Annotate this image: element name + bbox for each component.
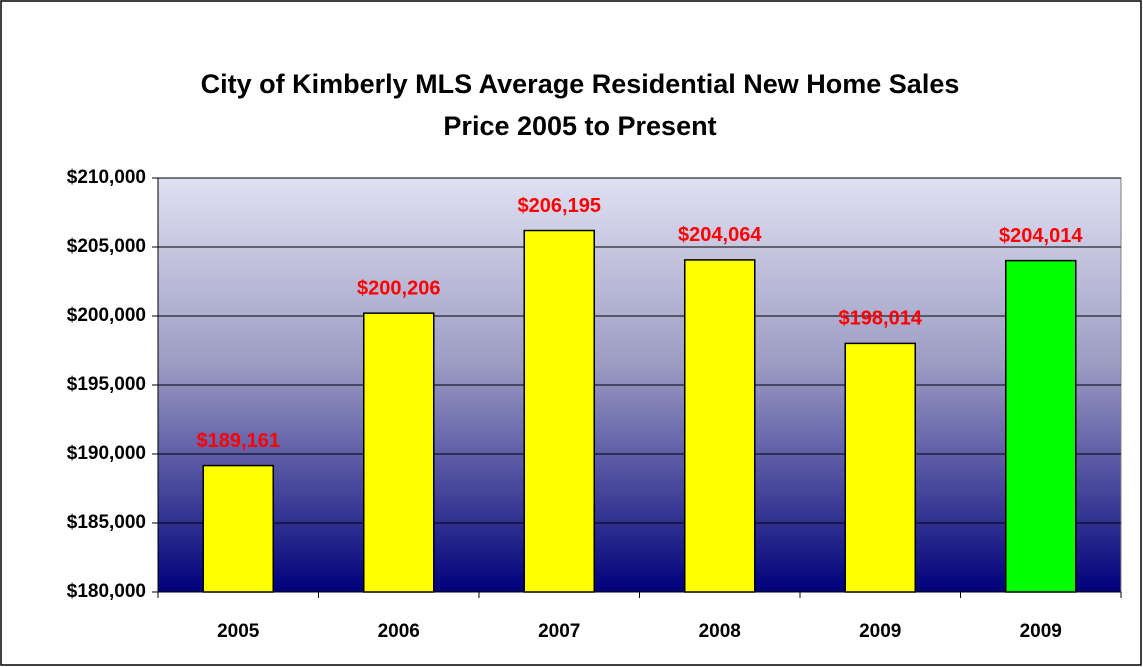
bar [1005,259,1077,593]
bar [684,259,756,593]
data-label: $198,014 [839,308,923,330]
y-tick-label: $185,000 [67,512,146,533]
chart-title: City of Kimberly MLS Average Residential… [201,69,960,99]
x-tick-label: 2008 [699,621,741,642]
bar [363,312,435,593]
y-tick-label: $180,000 [67,581,146,602]
x-tick-label: 2007 [538,621,580,642]
bar [202,464,274,593]
y-tick-label: $200,000 [67,305,146,326]
x-tick-label: 2006 [378,621,420,642]
y-tick-label: $205,000 [67,236,146,257]
chart-title: Price 2005 to Present [443,111,716,141]
data-label: $206,195 [518,195,601,217]
data-label: $204,064 [678,224,762,246]
bar [523,229,595,593]
y-tick-label: $190,000 [67,443,146,464]
x-tick-label: 2009 [1020,621,1062,642]
y-tick-label: $195,000 [67,374,146,395]
data-label: $204,014 [999,225,1083,247]
y-tick-label: $210,000 [67,167,146,188]
bar [844,342,916,593]
data-label: $189,161 [197,430,280,452]
x-tick-label: 2005 [217,621,260,642]
data-label: $200,206 [357,277,440,299]
x-tick-label: 2009 [859,621,901,642]
